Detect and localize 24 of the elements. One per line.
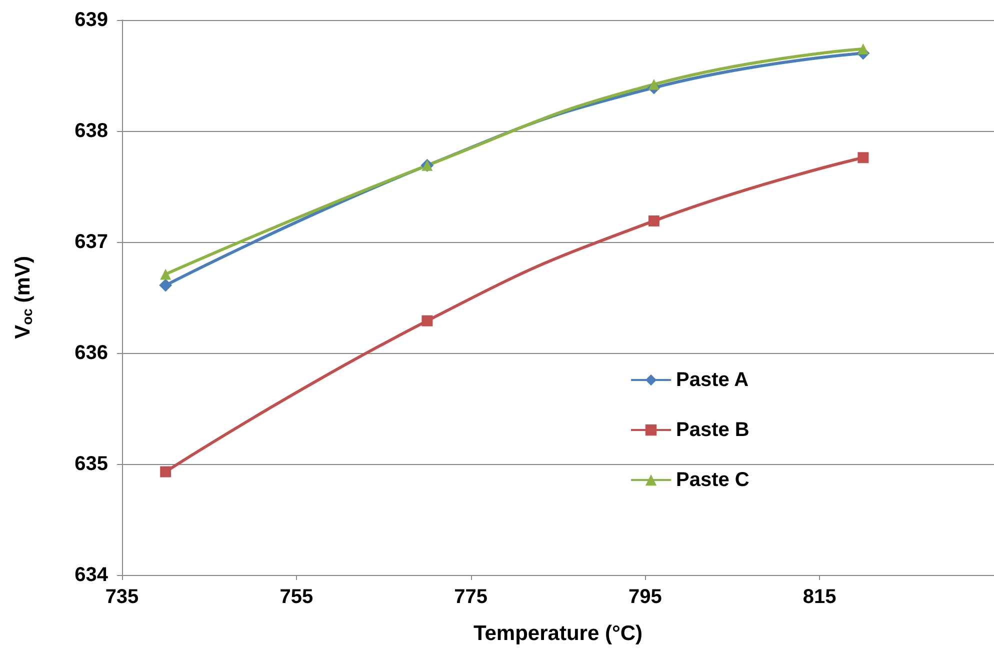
x-tick-label: 775 [454, 586, 488, 608]
y-tick-label: 636 [74, 342, 108, 364]
point [159, 278, 172, 292]
legend-label: Paste A [676, 369, 749, 391]
point [858, 152, 869, 164]
x-tick-label: 755 [280, 586, 314, 608]
point [422, 315, 433, 326]
point [160, 466, 172, 478]
y-tick-label: 638 [74, 120, 108, 142]
x-axis-title: Temperature (°C) [473, 622, 643, 645]
point [648, 78, 660, 90]
y-axis-title: Voc (mV) [12, 256, 35, 339]
y-tick-label: 639 [74, 9, 108, 31]
y-tick-label: 634 [74, 564, 109, 586]
legend-label: Paste B [676, 419, 750, 441]
y-tick-label: 635 [74, 453, 108, 475]
point [858, 43, 869, 54]
y-tick-label: 637 [74, 231, 108, 253]
x-tick-label: 735 [105, 586, 139, 608]
point [160, 268, 172, 280]
point [648, 215, 660, 226]
legend-label: Paste C [676, 469, 750, 491]
x-tick-label: 795 [628, 586, 662, 608]
x-tick-label: 815 [802, 586, 836, 608]
